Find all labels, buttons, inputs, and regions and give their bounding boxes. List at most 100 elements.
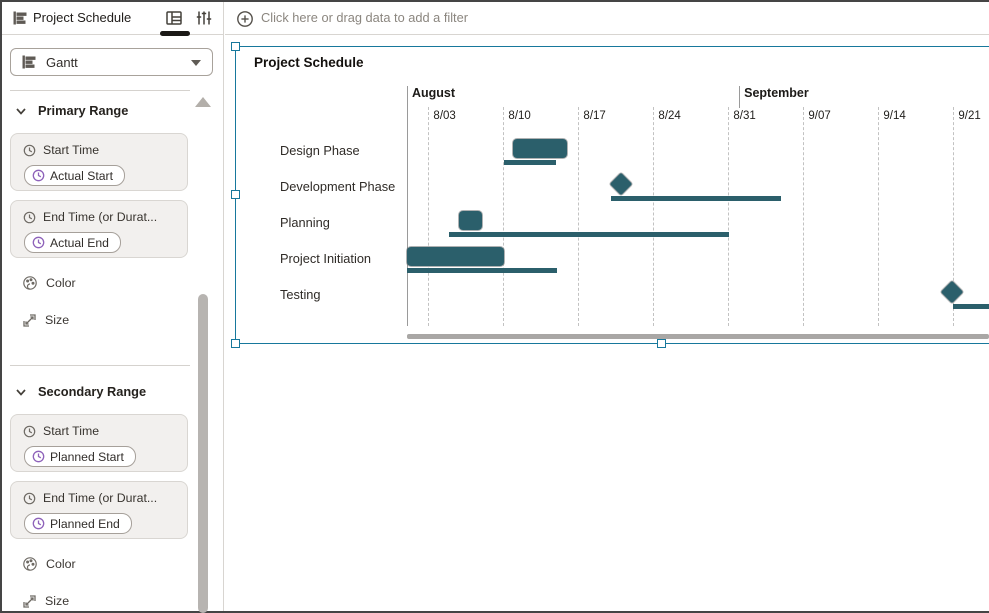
viz-type-value: Gantt	[46, 54, 78, 70]
gantt-planned-line[interactable]	[504, 160, 556, 165]
selection-border-top	[235, 46, 989, 47]
gantt-tick-label: 8/10	[508, 110, 531, 122]
sidebar-title: Project Schedule	[33, 10, 132, 25]
gantt-tick-label: 8/17	[583, 110, 606, 122]
divider	[10, 365, 190, 366]
gantt-tick-label: 9/14	[883, 110, 906, 122]
gantt-visualization[interactable]: Project Schedule August September 8/03 8/10…	[236, 47, 989, 343]
selection-handle-bottom-left[interactable]	[231, 339, 240, 348]
field-group-secondary-start-time[interactable]: Start Time Planned Start	[10, 414, 188, 472]
gantt-task-label: Planning	[280, 215, 330, 230]
gantt-planned-line[interactable]	[407, 268, 557, 273]
gantt-actual-bar[interactable]	[513, 139, 567, 158]
grammar-sidebar: Project Schedule Gantt	[2, 2, 224, 613]
pill-actual-end[interactable]: Actual End	[24, 232, 121, 253]
selected-tab-indicator	[160, 31, 190, 36]
field-label: End Time (or Durat...	[23, 491, 157, 505]
pill-label: Planned Start	[50, 449, 124, 464]
gantt-gridline	[728, 107, 730, 326]
gantt-task-label: Development Phase	[280, 179, 396, 194]
gantt-icon	[12, 10, 28, 26]
gantt-icon	[21, 54, 37, 70]
gantt-month-line	[407, 86, 408, 326]
grammar-panel-icon	[165, 9, 183, 27]
gantt-task-label: Design Phase	[280, 143, 360, 158]
gantt-planned-line[interactable]	[610, 196, 781, 201]
clock-icon	[32, 236, 45, 249]
gantt-month-label: August	[412, 86, 456, 100]
palette-icon	[23, 557, 37, 571]
selection-handle-top-left[interactable]	[231, 42, 240, 51]
selection-handle-bottom-middle[interactable]	[657, 339, 666, 348]
field-group-primary-end-time[interactable]: End Time (or Durat... Actual End	[10, 200, 188, 258]
field-label: End Time (or Durat...	[23, 210, 157, 224]
resize-icon	[23, 594, 36, 608]
tab-settings[interactable]	[190, 2, 218, 34]
field-label: Start Time	[23, 424, 99, 438]
secondary-size-droptarget[interactable]: Size	[22, 592, 69, 610]
gantt-planned-line[interactable]	[448, 232, 730, 237]
chevron-down-icon	[15, 386, 27, 398]
gantt-month-line	[739, 86, 741, 108]
resize-icon	[23, 313, 36, 327]
add-filter-circle-plus-icon	[236, 10, 254, 28]
pill-planned-end[interactable]: Planned End	[24, 513, 132, 534]
gantt-actual-bar[interactable]	[407, 247, 505, 266]
pill-label: Actual End	[50, 235, 109, 250]
gantt-milestone-diamond[interactable]	[941, 280, 964, 304]
filter-bar[interactable]: Click here or drag data to add a filter	[225, 2, 989, 35]
pill-label: Actual Start	[50, 168, 113, 183]
divider	[10, 90, 190, 91]
gantt-gridline	[953, 107, 955, 326]
clock-icon	[32, 169, 45, 182]
gantt-tick-label: 9/21	[958, 110, 981, 122]
secondary-color-droptarget[interactable]: Color	[22, 555, 76, 573]
tab-grammar-panel[interactable]	[160, 2, 188, 34]
gantt-gridline	[503, 107, 505, 326]
primary-range-header[interactable]: Primary Range	[2, 103, 202, 119]
sidebar-header: Project Schedule	[2, 2, 223, 36]
sidebar-scrollbar[interactable]	[198, 294, 208, 613]
selection-handle-middle-left[interactable]	[231, 190, 240, 199]
primary-size-droptarget[interactable]: Size	[22, 311, 69, 329]
gantt-planned-line[interactable]	[953, 304, 989, 309]
gantt-tick-label: 9/07	[808, 110, 831, 122]
secondary-range-header[interactable]: Secondary Range	[2, 384, 202, 400]
main-area: Click here or drag data to add a filter …	[225, 2, 989, 611]
scroll-up-triangle-icon[interactable]	[195, 97, 211, 107]
gantt-gridline	[803, 107, 805, 326]
gantt-task-label: Project Initiation	[280, 251, 372, 266]
gantt-task-label: Testing	[280, 287, 321, 302]
selection-border-bottom	[235, 343, 989, 344]
pill-actual-start[interactable]: Actual Start	[24, 165, 125, 186]
gantt-gridline	[653, 107, 655, 326]
field-label: Start Time	[23, 143, 99, 157]
viz-type-dropdown[interactable]: Gantt	[10, 48, 213, 76]
gantt-tick-label: 8/03	[433, 110, 456, 122]
sliders-icon	[195, 9, 213, 27]
gantt-horizontal-scrollbar[interactable]	[407, 334, 989, 339]
viz-title: Project Schedule	[254, 55, 364, 70]
field-group-secondary-end-time[interactable]: End Time (or Durat... Planned End	[10, 481, 188, 539]
pill-label: Planned End	[50, 516, 120, 531]
palette-icon	[23, 276, 37, 290]
clock-icon	[32, 450, 45, 463]
gantt-milestone-diamond[interactable]	[609, 172, 633, 196]
filter-bar-label: Click here or drag data to add a filter	[261, 10, 468, 25]
chevron-down-icon	[15, 105, 27, 117]
gantt-tick-label: 8/24	[658, 110, 681, 122]
clock-icon	[32, 517, 45, 530]
gantt-gridline	[878, 107, 880, 326]
gantt-actual-bar[interactable]	[459, 211, 482, 230]
gantt-gridline	[428, 107, 430, 326]
primary-color-droptarget[interactable]: Color	[22, 274, 76, 292]
gantt-gridline	[578, 107, 580, 326]
gantt-chart: August September 8/03 8/10 8/17 8/24 8/31 9/07 9…	[236, 47, 989, 343]
pill-planned-start[interactable]: Planned Start	[24, 446, 136, 467]
gantt-month-label: September	[744, 86, 809, 100]
field-group-primary-start-time[interactable]: Start Time Actual Start	[10, 133, 188, 191]
chevron-down-icon	[191, 60, 201, 66]
gantt-tick-label: 8/31	[733, 110, 756, 122]
canvas[interactable]: Project Schedule August September 8/03 8/10…	[225, 35, 989, 611]
